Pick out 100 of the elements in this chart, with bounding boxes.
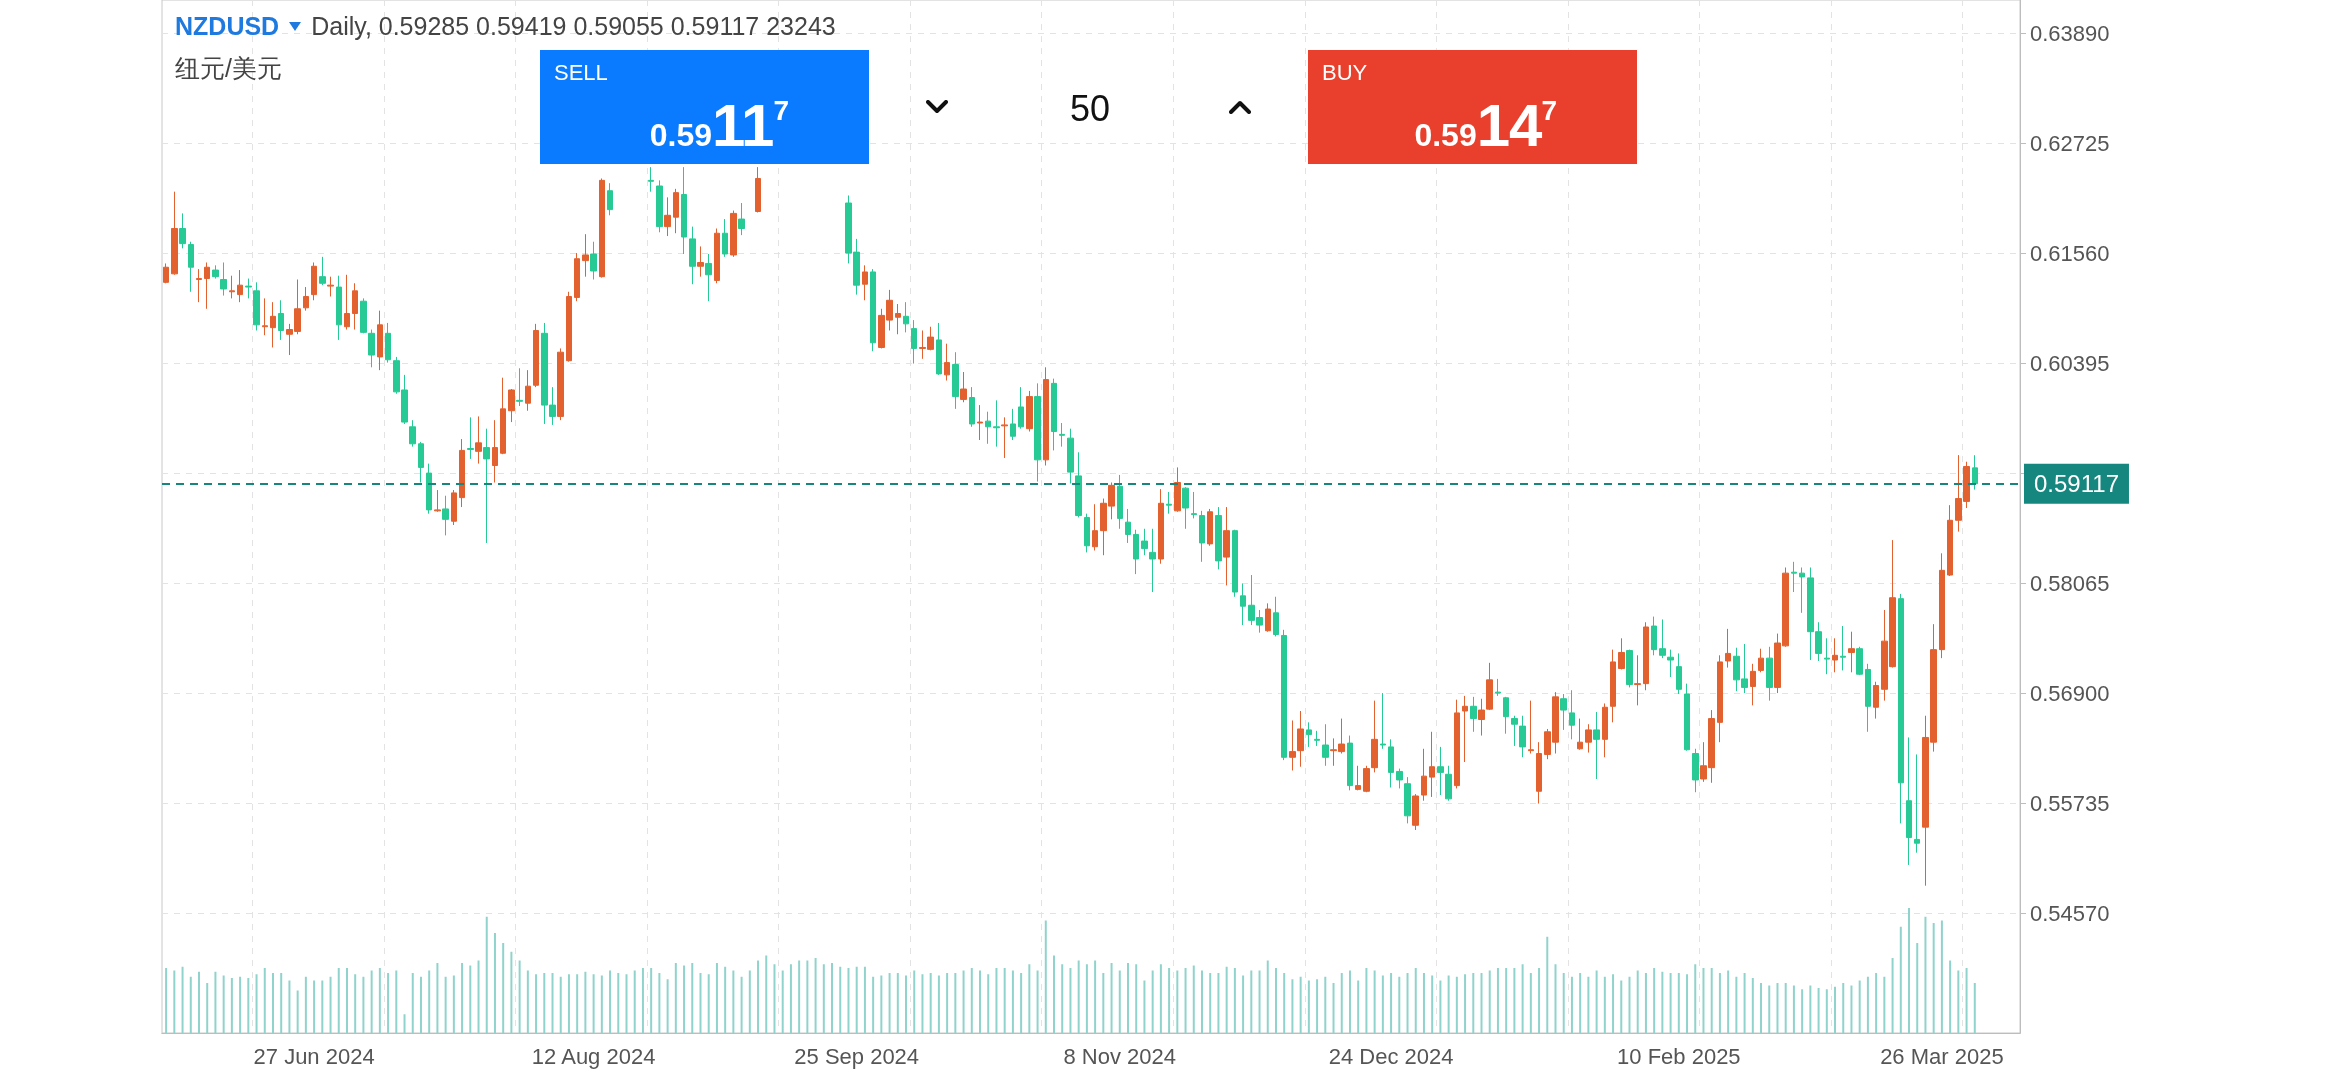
bar xyxy=(1168,968,1171,1033)
y-tick-label: 0.54570 xyxy=(2030,900,2110,926)
candlestick xyxy=(870,268,876,352)
bar xyxy=(1258,970,1261,1033)
bar xyxy=(1011,970,1014,1033)
bar xyxy=(535,974,538,1033)
candlestick xyxy=(1429,731,1435,798)
candlestick xyxy=(1133,529,1139,575)
bar xyxy=(1570,976,1573,1033)
x-tick-label: 8 Nov 2024 xyxy=(1063,1043,1177,1069)
bar xyxy=(1085,964,1088,1033)
bar xyxy=(469,965,472,1033)
bar xyxy=(1373,970,1376,1033)
bar xyxy=(1176,970,1179,1033)
bar xyxy=(691,963,694,1033)
candlestick xyxy=(1240,583,1246,626)
bar xyxy=(1825,989,1828,1033)
bar xyxy=(387,973,390,1033)
bar xyxy=(1348,970,1351,1033)
bar xyxy=(288,980,291,1033)
bar xyxy=(477,960,480,1033)
bar xyxy=(485,916,488,1033)
bar xyxy=(280,973,283,1033)
bar xyxy=(1036,970,1039,1033)
annotation: SELL xyxy=(554,60,608,86)
candlestick xyxy=(204,262,210,310)
candlestick xyxy=(1495,678,1501,697)
bar xyxy=(1250,970,1253,1033)
bar xyxy=(822,964,825,1033)
candlestick xyxy=(1199,510,1205,563)
bar xyxy=(1242,975,1245,1033)
candlestick xyxy=(895,303,901,335)
x-tick-label: 27 Jun 2024 xyxy=(253,1043,375,1069)
y-tick-label: 0.55735 xyxy=(2030,790,2110,816)
bar xyxy=(847,968,850,1033)
candlestick xyxy=(1536,741,1542,805)
candlestick xyxy=(1404,776,1411,824)
candlestick xyxy=(1528,700,1534,754)
bar xyxy=(1686,974,1689,1033)
bar xyxy=(214,971,217,1033)
bar xyxy=(1595,970,1598,1033)
candlestick xyxy=(1643,621,1649,691)
candlestick xyxy=(229,275,235,299)
annotation: 0.5914$^{7}$ xyxy=(1414,92,1557,159)
candlestick xyxy=(1289,719,1296,771)
candlestick xyxy=(1593,711,1600,780)
candlestick xyxy=(557,347,564,421)
bar xyxy=(954,973,957,1033)
candlestick xyxy=(960,371,967,403)
ref-line-label: 0.59117 xyxy=(2034,470,2119,498)
candlestick xyxy=(903,301,909,333)
x-tick-label: 26 Mar 2025 xyxy=(1880,1043,2004,1069)
bar xyxy=(633,970,636,1033)
candlestick xyxy=(1092,503,1098,551)
candlestick xyxy=(738,202,745,236)
candlestick xyxy=(1018,386,1024,430)
candlestick xyxy=(648,166,654,193)
bar xyxy=(1949,960,1952,1033)
bar xyxy=(255,974,258,1033)
y-tick-label: 0.56900 xyxy=(2030,680,2110,706)
candlestick xyxy=(196,268,202,303)
y-tick-label: 0.63890 xyxy=(2030,20,2110,46)
bar xyxy=(1875,973,1878,1033)
bar xyxy=(740,976,743,1033)
bar xyxy=(658,973,661,1033)
candlestick xyxy=(1626,649,1633,688)
candlestick xyxy=(1824,637,1830,675)
bar xyxy=(1743,973,1746,1033)
bar xyxy=(707,974,710,1033)
bar xyxy=(518,960,521,1033)
y-tick-label: 0.62725 xyxy=(2030,130,2110,156)
bar xyxy=(863,966,866,1033)
bar xyxy=(1636,970,1639,1033)
bar xyxy=(493,933,496,1033)
bar xyxy=(198,971,200,1033)
candlestick xyxy=(262,297,268,336)
bar xyxy=(263,968,266,1033)
bar xyxy=(337,968,340,1033)
bar xyxy=(1233,968,1236,1033)
bar xyxy=(831,963,834,1033)
bar xyxy=(1225,966,1228,1033)
bar xyxy=(1940,920,1943,1033)
bar xyxy=(1102,973,1105,1033)
bar xyxy=(1710,968,1713,1033)
candlestick xyxy=(1347,735,1353,791)
bar xyxy=(1768,985,1771,1033)
bar xyxy=(1669,973,1672,1033)
candlestick xyxy=(656,179,663,233)
bar xyxy=(806,960,809,1033)
bar xyxy=(181,966,184,1033)
candlestick xyxy=(1067,428,1074,484)
bar xyxy=(1628,976,1631,1033)
bar xyxy=(946,973,949,1033)
candlestick xyxy=(1273,596,1279,637)
candlestick xyxy=(336,275,342,341)
candlestick xyxy=(442,495,449,536)
bar xyxy=(765,955,768,1033)
bar xyxy=(271,973,274,1033)
bar xyxy=(1028,964,1031,1033)
bar xyxy=(715,963,718,1033)
